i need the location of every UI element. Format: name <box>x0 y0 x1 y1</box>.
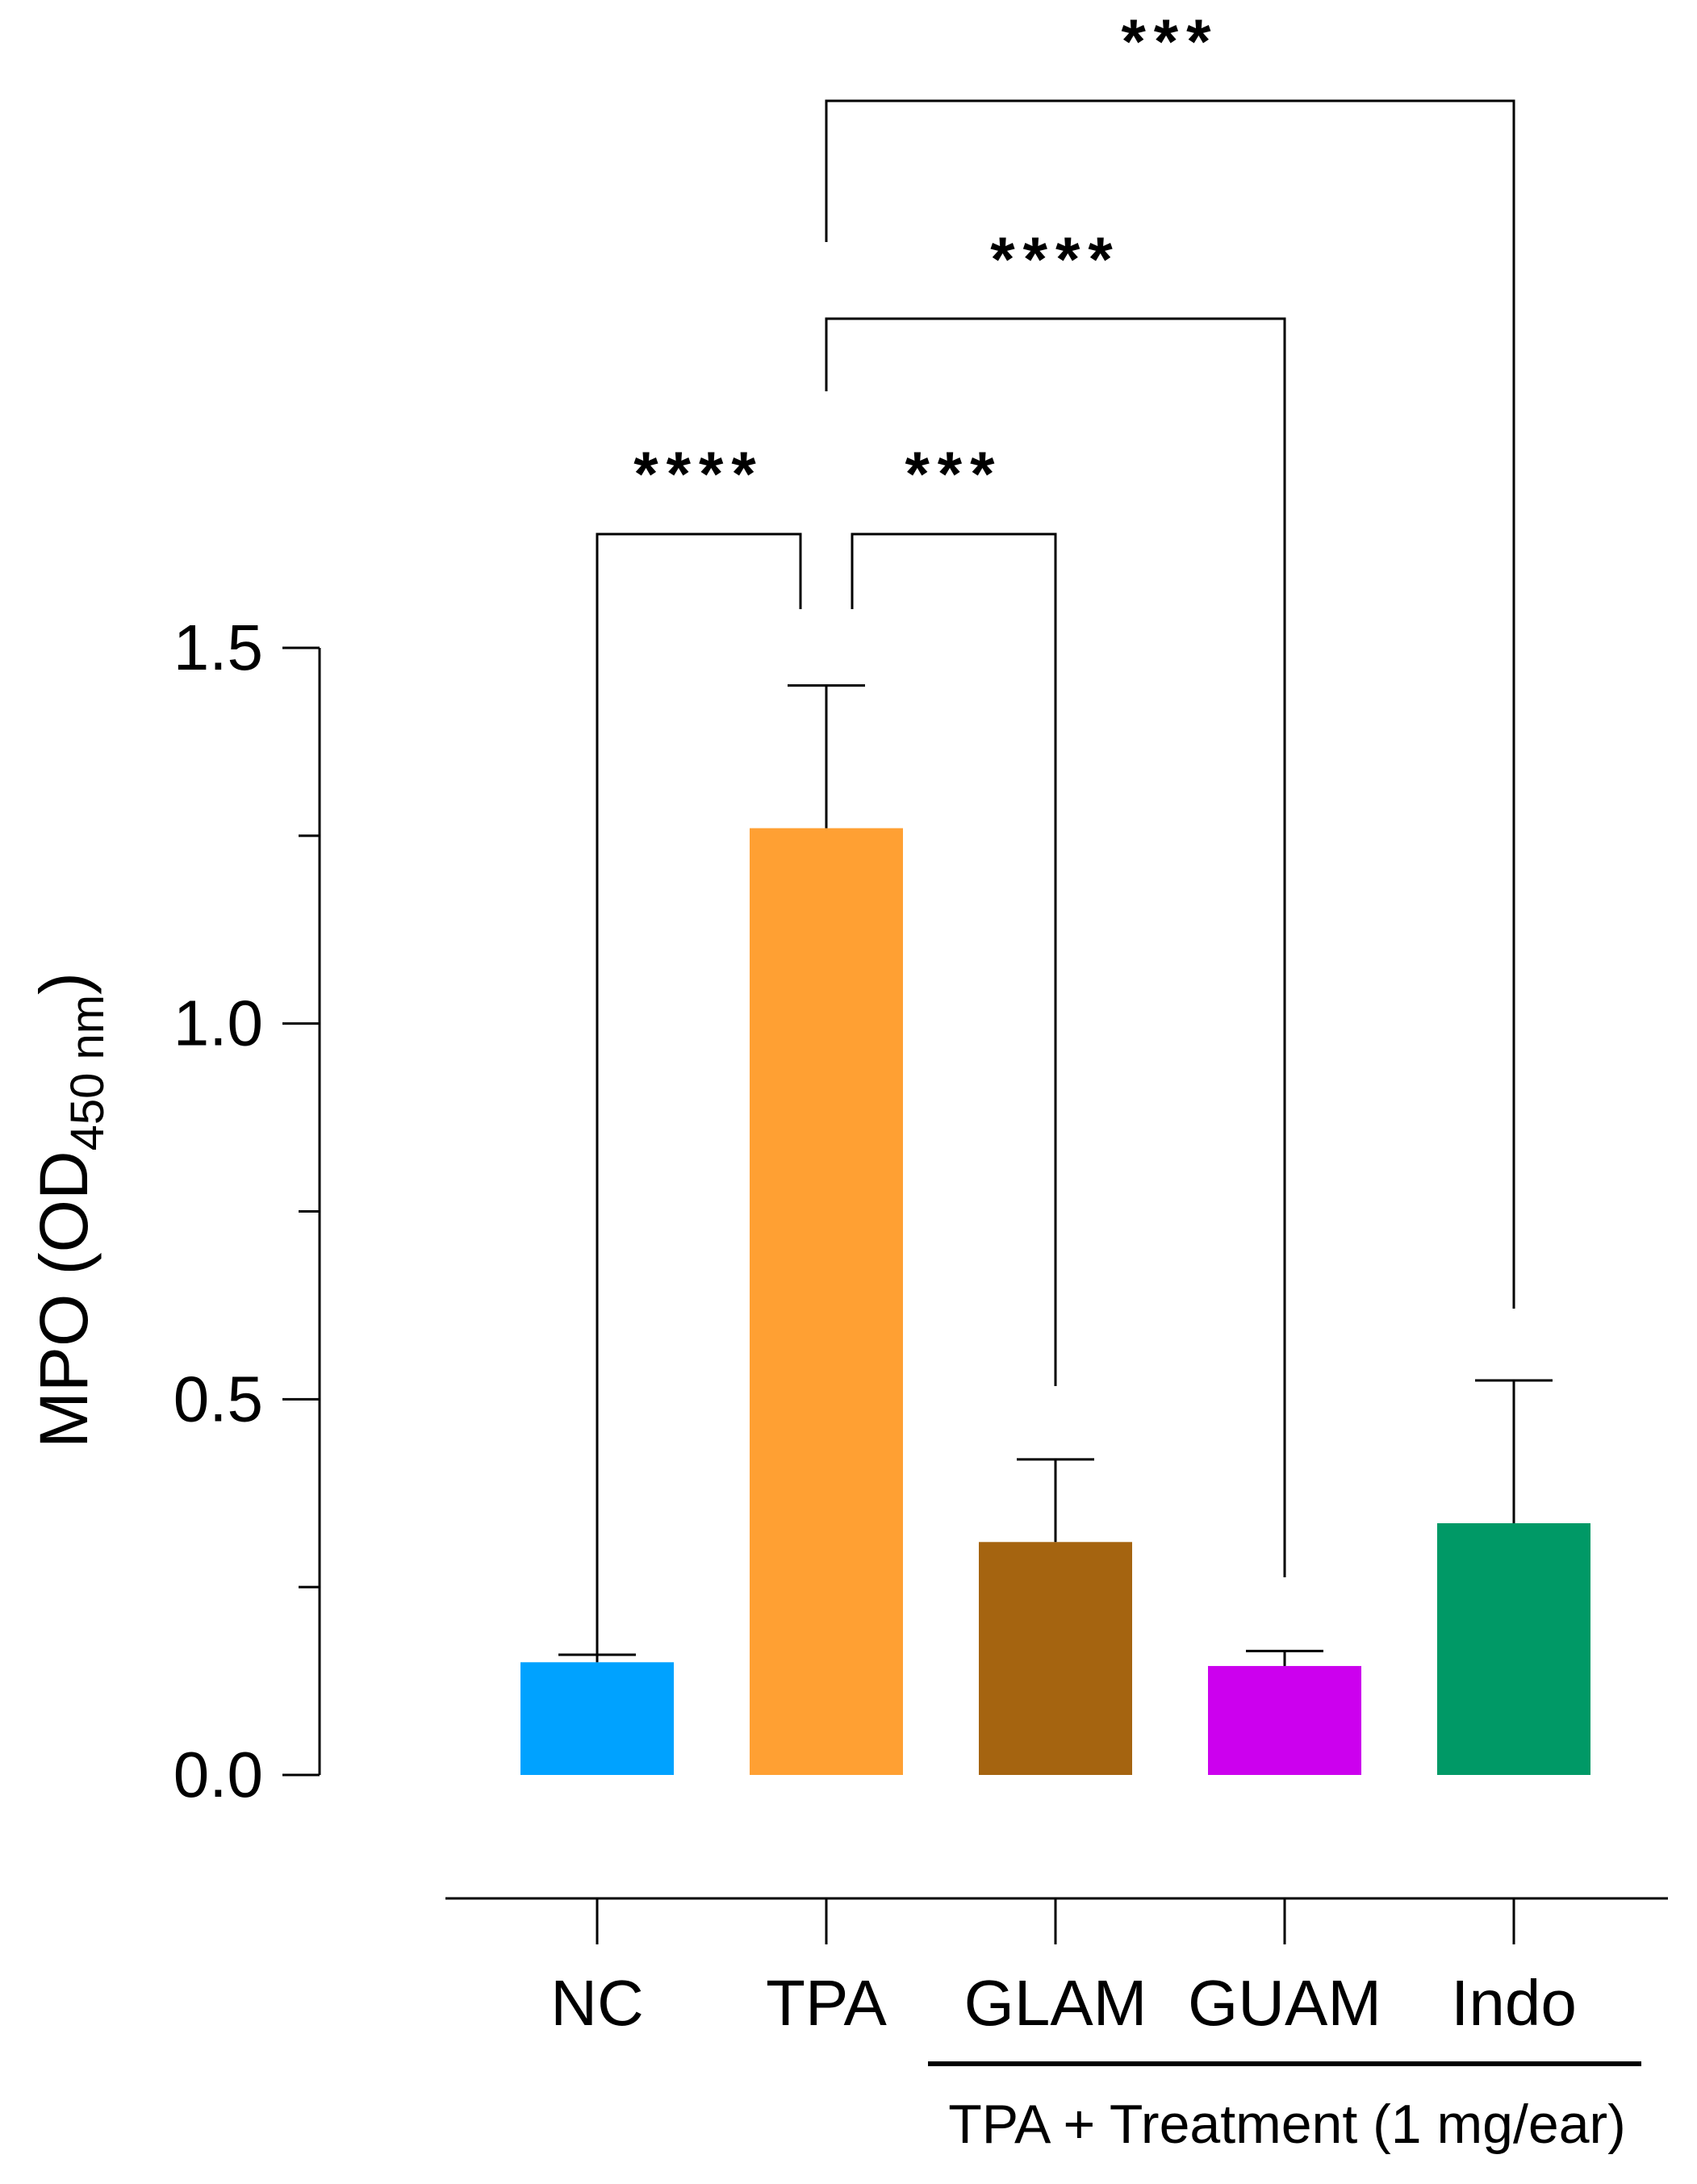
significance-label: *** <box>905 438 1002 509</box>
y-tick-label: 0.5 <box>173 1363 263 1434</box>
x-axis-ticks: NC TPA GLAM GUAM Indo <box>550 1898 1577 2039</box>
y-tick-label: 0.0 <box>173 1739 263 1810</box>
y-axis-ticks: 0.0 0.5 1.0 1.5 <box>173 612 320 1810</box>
significance-label: **** <box>633 438 763 509</box>
bar-indo <box>1437 1523 1590 1775</box>
x-tick-label-guam: GUAM <box>1188 1967 1381 2039</box>
x-tick-label-nc: NC <box>550 1967 644 2039</box>
significance-label: **** <box>990 223 1120 294</box>
significance-bracket <box>825 99 1515 1309</box>
bar-glam <box>979 1542 1132 1775</box>
y-axis-label-subscript: 450 nm <box>61 995 114 1150</box>
x-tick-label-tpa: TPA <box>766 1967 887 2039</box>
x-tick-label-glam: GLAM <box>964 1967 1147 2039</box>
significance-bracket <box>596 532 802 1658</box>
significance-bracket <box>851 532 1057 1386</box>
significance-bracket <box>825 317 1286 1577</box>
bar-nc <box>520 1662 674 1775</box>
y-tick-label: 1.5 <box>173 612 263 683</box>
significance-brackets: **** ********** <box>596 6 1515 1658</box>
y-axis-label-main: MPO (OD <box>26 1150 102 1448</box>
y-axis-label-close: ) <box>26 972 102 995</box>
y-tick-label: 1.0 <box>173 988 263 1059</box>
x-tick-label-indo: Indo <box>1451 1967 1577 2039</box>
bar-tpa <box>750 828 903 1775</box>
significance-label: *** <box>1121 6 1218 77</box>
bar-guam <box>1208 1665 1361 1775</box>
y-axis-label: MPO (OD450 nm) <box>26 972 114 1448</box>
treatment-group-label: TPA + Treatment (1 mg/ear) <box>948 2094 1626 2155</box>
bars-group <box>520 828 1590 1775</box>
